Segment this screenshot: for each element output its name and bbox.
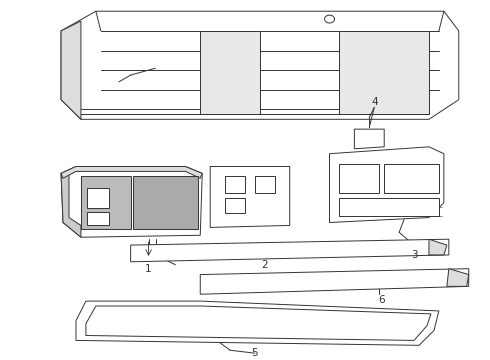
Polygon shape (255, 176, 275, 193)
Text: 3: 3 (411, 250, 417, 260)
Polygon shape (133, 176, 198, 229)
Polygon shape (131, 239, 449, 262)
Polygon shape (340, 163, 379, 193)
Polygon shape (429, 239, 447, 255)
Polygon shape (87, 188, 109, 208)
Text: 6: 6 (378, 295, 385, 305)
Polygon shape (61, 166, 202, 178)
Text: 1: 1 (145, 264, 152, 274)
Polygon shape (225, 198, 245, 213)
Polygon shape (447, 269, 469, 286)
Polygon shape (329, 147, 444, 222)
Polygon shape (61, 174, 81, 237)
Polygon shape (87, 212, 109, 225)
Polygon shape (210, 166, 290, 228)
Polygon shape (81, 176, 131, 229)
Polygon shape (61, 21, 81, 119)
Polygon shape (200, 269, 469, 294)
Text: 5: 5 (252, 348, 258, 358)
Text: 2: 2 (262, 260, 268, 270)
Polygon shape (200, 31, 260, 114)
Polygon shape (61, 11, 459, 119)
Polygon shape (354, 129, 384, 149)
Text: 4: 4 (371, 96, 378, 107)
Polygon shape (225, 176, 245, 193)
Polygon shape (340, 198, 439, 216)
Polygon shape (61, 166, 202, 237)
Polygon shape (76, 301, 439, 345)
Polygon shape (384, 163, 439, 193)
Polygon shape (340, 31, 429, 114)
